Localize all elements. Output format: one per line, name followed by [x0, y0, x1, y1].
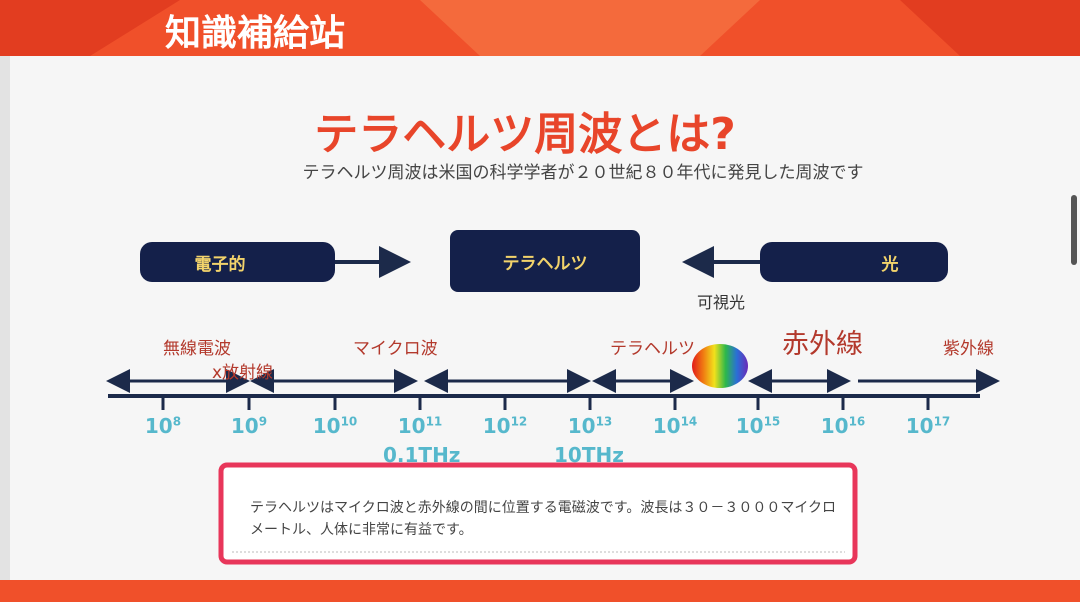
- tick-label: 1015: [728, 414, 788, 438]
- band-label: マイクロ波: [353, 339, 438, 359]
- tick-label: 1013: [560, 414, 620, 438]
- note-text: テラヘルツはマイクロ波と赤外線の間に位置する電磁波です。波長は３０－３０００マイ…: [250, 500, 837, 538]
- band-label: テラヘルツ: [610, 339, 695, 359]
- tick-base: 10: [820, 414, 849, 438]
- tick-label: 1016: [813, 414, 873, 438]
- decor: [900, 0, 1080, 56]
- decor: [0, 0, 180, 56]
- scrollbar[interactable]: [1071, 195, 1077, 265]
- tick-exponent: 9: [258, 414, 268, 429]
- box-light: [760, 242, 948, 282]
- box-label: テラヘルツ: [502, 254, 588, 274]
- tick-exponent: 8: [172, 414, 182, 429]
- thz-label: 0.1THz: [383, 443, 461, 467]
- tick-label: 1017: [898, 414, 958, 438]
- tick-base: 10: [735, 414, 764, 438]
- tick-base: 10: [397, 414, 426, 438]
- tick-exponent: 15: [763, 414, 781, 429]
- tick-label: 1010: [305, 414, 365, 438]
- tick-label: 1014: [645, 414, 705, 438]
- tick-exponent: 13: [595, 414, 613, 429]
- box-electronic: [140, 242, 335, 282]
- band-label: 無線電波: [163, 339, 231, 359]
- tick-exponent: 14: [680, 414, 698, 429]
- visible-label: 可視光: [697, 293, 746, 312]
- band-label: 紫外線: [943, 339, 994, 359]
- tick-marks: [161, 396, 930, 410]
- tick-label: 108: [133, 414, 193, 438]
- box-label: 光: [881, 255, 899, 275]
- tick-label: 1011: [390, 414, 450, 438]
- band-label: x放射線: [212, 363, 274, 383]
- box-terahertz: [450, 230, 640, 292]
- tick-base: 10: [905, 414, 934, 438]
- tick-exponent: 11: [425, 414, 443, 429]
- bottom-band: [0, 580, 1080, 602]
- header-title: 知識補給站: [165, 13, 346, 54]
- tick-base: 10: [567, 414, 596, 438]
- tick-exponent: 12: [510, 414, 528, 429]
- tick-base: 10: [230, 414, 259, 438]
- visible-spectrum: [692, 344, 748, 388]
- decor: [420, 0, 760, 56]
- thz-label: 10THz: [554, 443, 624, 467]
- tick-base: 10: [652, 414, 681, 438]
- tick-base: 10: [144, 414, 173, 438]
- note-box: [218, 462, 858, 565]
- left-edge: [0, 56, 10, 580]
- tick-exponent: 10: [340, 414, 358, 429]
- tick-exponent: 17: [933, 414, 951, 429]
- tick-base: 10: [312, 414, 341, 438]
- band-label: 赤外線: [782, 329, 863, 360]
- slide-title: テラヘルツ周波とは?: [314, 109, 736, 160]
- tick-exponent: 16: [848, 414, 866, 429]
- tick-label: 1012: [475, 414, 535, 438]
- tick-base: 10: [482, 414, 511, 438]
- tick-label: 109: [219, 414, 279, 438]
- box-label: 電子的: [194, 255, 246, 275]
- slide-subtitle: テラヘルツ周波は米国の科学学者が２０世紀８０年代に発見した周波です: [302, 163, 864, 183]
